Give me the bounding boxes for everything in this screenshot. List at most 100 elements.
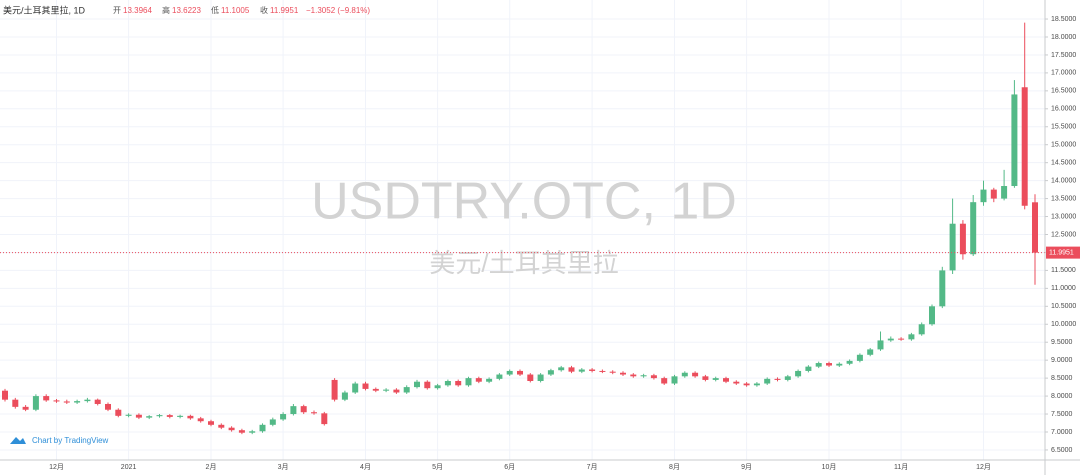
legend-header: 美元/土耳其里拉, 1D 开 13.3964 高 13.6223 低 11.10… [3, 4, 370, 15]
candle-body [341, 392, 348, 400]
axes: 6.5000 7.0000 7.5000 8.0000 8.5000 9.0000 9.50… [49, 16, 1080, 471]
candle-body [918, 324, 925, 335]
candle-body [774, 378, 781, 380]
candle-body [197, 418, 204, 422]
candles [0, 22, 1045, 435]
candle-body [486, 378, 493, 382]
y-tick-label: 16.0000 [1051, 106, 1076, 113]
candle-body [496, 374, 503, 379]
candle-body [630, 374, 637, 377]
y-tick-label: 12.5000 [1051, 231, 1076, 238]
candle-body [300, 406, 307, 413]
candle-body [547, 370, 554, 375]
y-tick-label: 18.5000 [1051, 16, 1076, 23]
candle-body [712, 378, 719, 380]
candle-body [578, 369, 585, 372]
candle-body [753, 383, 760, 386]
x-tick-label: 8月 [669, 463, 680, 471]
high-label: 高 [162, 5, 170, 15]
candle-body [259, 424, 266, 432]
candle-body [166, 415, 173, 417]
y-tick-label: 16.5000 [1051, 88, 1076, 95]
x-tick-label: 11月 [894, 463, 908, 471]
attribution[interactable]: Chart by TradingView [10, 436, 109, 445]
x-tick-label: 2021 [121, 464, 137, 471]
candle-body [135, 414, 142, 418]
candle-body [156, 415, 163, 417]
candle-body [640, 375, 647, 377]
y-tick-label: 15.5000 [1051, 124, 1076, 131]
candle-body [290, 406, 297, 415]
y-tick-label: 11.0000 [1051, 285, 1076, 292]
candle-body [424, 381, 431, 389]
candle-body [444, 380, 451, 386]
candle-body [609, 371, 616, 373]
y-tick-label: 18.0000 [1051, 34, 1076, 41]
candle-body [43, 396, 50, 401]
candle-body [826, 363, 832, 366]
watermark-subtitle: 美元/土耳其里拉 [429, 248, 618, 278]
candle-body [372, 388, 379, 391]
candle-body [764, 378, 771, 384]
y-tick-label: 17.0000 [1051, 70, 1076, 77]
candle-body [939, 270, 946, 307]
candle-body [63, 401, 70, 403]
y-tick-label: 8.5000 [1051, 375, 1073, 382]
candle-body [12, 399, 19, 407]
candle-body [723, 378, 729, 382]
candle-body [681, 372, 688, 377]
y-tick-label: 10.0000 [1051, 321, 1076, 328]
candle-body [743, 383, 750, 386]
candle-body [846, 360, 853, 364]
last-price-label: 11.9951 [1049, 249, 1074, 256]
candle-body [733, 381, 740, 384]
attribution-logo [10, 437, 26, 444]
candle-body [805, 366, 812, 371]
candle-body [53, 400, 60, 402]
close-label: 收 [260, 5, 268, 15]
candle-body [537, 374, 544, 381]
candle-body [990, 189, 997, 199]
attribution-text[interactable]: Chart by TradingView [32, 436, 109, 445]
candle-body [887, 338, 894, 341]
candle-body [1001, 186, 1008, 199]
candle-body [970, 202, 977, 255]
candle-body [867, 349, 874, 355]
candle-body [146, 416, 153, 418]
x-tick-label: 7月 [587, 463, 598, 471]
candle-body [620, 372, 626, 375]
candle-body [22, 406, 29, 410]
candle-body [475, 378, 482, 382]
candle-body [650, 375, 657, 379]
candle-body [434, 385, 441, 389]
candle-body [403, 387, 410, 393]
candle-body [455, 380, 462, 386]
candle-body [980, 189, 987, 203]
candle-body [589, 369, 596, 371]
candle-body [32, 396, 39, 410]
candle-body [383, 389, 390, 391]
y-tick-label: 13.5000 [1051, 195, 1076, 202]
y-tick-label: 7.0000 [1051, 429, 1073, 436]
candle-body [352, 383, 359, 393]
candle-body [331, 379, 338, 400]
symbol-title[interactable]: 美元/土耳其里拉, 1D [3, 4, 86, 15]
candle-body [908, 334, 915, 340]
x-tick-label: 12月 [976, 463, 991, 471]
candle-body [94, 399, 101, 404]
candle-body [177, 415, 184, 417]
x-tick-label: 10月 [822, 463, 837, 471]
candle-body [362, 383, 369, 389]
x-tick-label: 3月 [278, 463, 289, 471]
close-value: 11.9951 [270, 6, 299, 15]
candle-body [949, 223, 956, 271]
y-tick-label: 10.5000 [1051, 303, 1076, 310]
candle-body [238, 430, 245, 433]
candle-body [187, 415, 194, 419]
candle-body [517, 370, 523, 375]
candle-body [269, 419, 276, 425]
candle-body [1011, 94, 1018, 187]
x-tick-label: 9月 [741, 463, 752, 471]
